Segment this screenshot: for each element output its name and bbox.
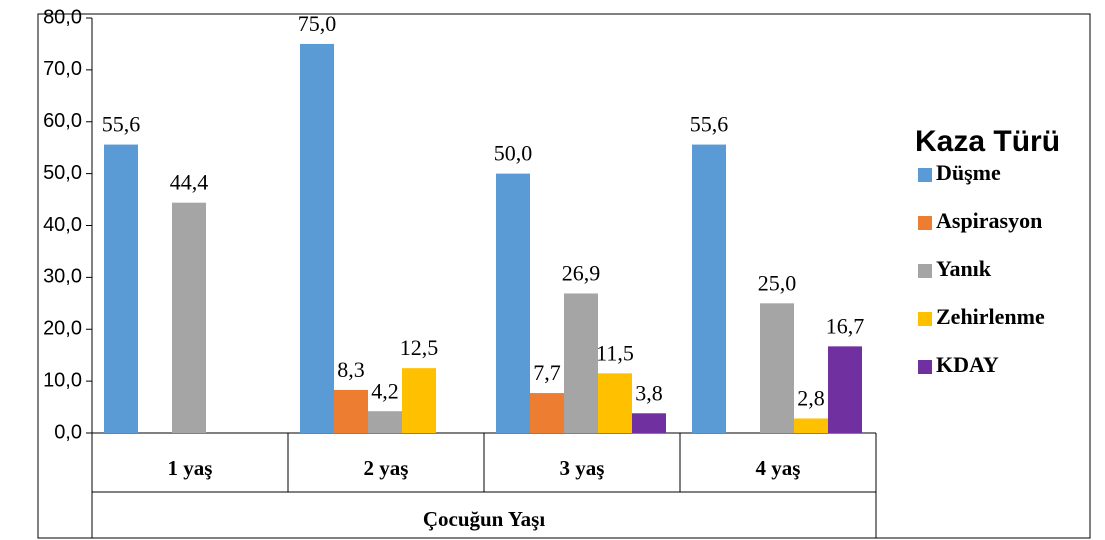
data-label: 16,7 — [826, 313, 865, 338]
data-label: 11,5 — [596, 340, 634, 365]
bar — [598, 373, 632, 433]
bar — [794, 418, 828, 433]
bar — [300, 43, 334, 433]
x-tick-label: 2 yaş — [364, 456, 409, 480]
legend-label: Zehirlenme — [936, 304, 1045, 329]
data-label: 12,5 — [400, 335, 439, 360]
bar — [402, 368, 436, 433]
y-tick-label: 70,0 — [43, 58, 82, 80]
bar — [692, 144, 726, 433]
legend-swatch — [918, 312, 932, 326]
y-tick-label: 10,0 — [43, 369, 82, 391]
bar — [172, 202, 206, 433]
data-label: 75,0 — [298, 11, 337, 36]
bar — [368, 411, 402, 433]
data-label: 25,0 — [758, 270, 797, 295]
chart-border — [37, 13, 1091, 539]
bar — [828, 346, 862, 433]
x-tick-label: 3 yaş — [560, 456, 605, 480]
bar — [564, 293, 598, 433]
y-tick-label: 50,0 — [43, 162, 82, 184]
legend-swatch — [918, 168, 932, 182]
data-label: 3,8 — [635, 380, 663, 405]
legend-swatch — [918, 264, 932, 278]
y-tick-label: 20,0 — [43, 318, 82, 340]
legend-label: Yanık — [936, 256, 992, 281]
x-tick-label: 4 yaş — [756, 456, 801, 480]
bar — [496, 173, 530, 433]
bar — [760, 303, 794, 433]
legend-title: Kaza Türü — [915, 125, 1060, 158]
y-tick-label: 60,0 — [43, 110, 82, 132]
legend-label: KDAY — [936, 352, 999, 377]
data-label: 26,9 — [562, 261, 601, 286]
bar — [632, 413, 666, 433]
data-label: 7,7 — [533, 360, 561, 385]
bar — [104, 144, 138, 433]
bar — [334, 389, 368, 433]
legend-swatch — [918, 360, 932, 374]
x-axis-title: Çocuğun Yaşı — [423, 507, 546, 531]
legend-swatch — [918, 216, 932, 230]
data-label: 55,6 — [690, 112, 729, 137]
data-label: 2,8 — [797, 386, 825, 411]
data-label: 50,0 — [494, 141, 533, 166]
legend-label: Düşme — [936, 160, 1001, 185]
x-tick-label: 1 yaş — [168, 456, 213, 480]
data-label: 44,4 — [170, 170, 209, 195]
y-tick-label: 0,0 — [54, 421, 82, 443]
y-tick-label: 40,0 — [43, 214, 82, 236]
y-tick-label: 30,0 — [43, 266, 82, 288]
legend-label: Aspirasyon — [936, 208, 1042, 233]
data-label: 4,2 — [371, 378, 399, 403]
bar — [530, 393, 564, 433]
data-label: 55,6 — [102, 112, 141, 137]
y-tick-label: 80,0 — [43, 6, 82, 28]
data-label: 8,3 — [337, 357, 365, 382]
